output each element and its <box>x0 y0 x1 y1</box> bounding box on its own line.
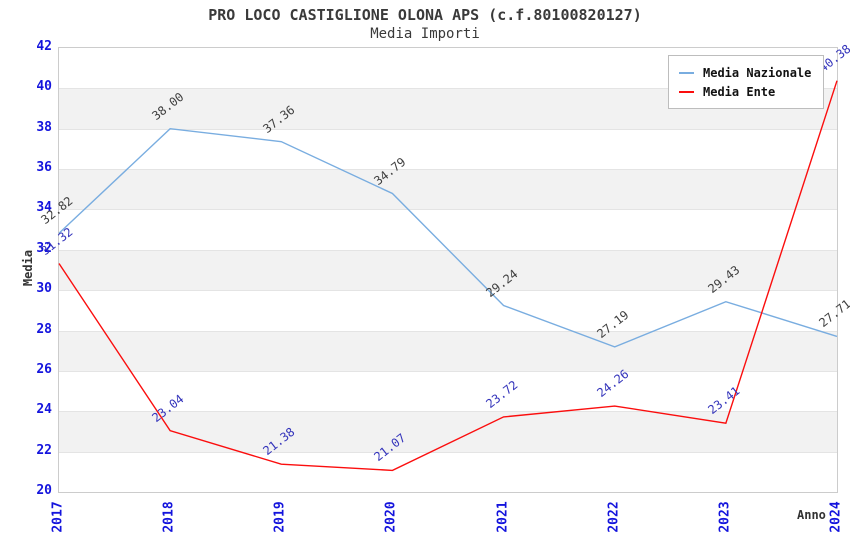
line-media-nazionale <box>58 127 838 348</box>
gridline <box>59 290 837 292</box>
plot-band <box>59 128 837 170</box>
x-tick-label: 2019 <box>272 501 288 533</box>
y-tick-label: 34 <box>36 200 52 216</box>
plot-area: 32.82 38.00 37.36 34.79 29.24 27.19 29.43 27.71… <box>38 41 850 493</box>
y-tick-label: 26 <box>36 361 52 377</box>
gridline <box>59 209 837 211</box>
x-axis-title: Anno <box>797 508 826 522</box>
chart-subtitle: Media Importi <box>370 26 480 42</box>
y-tick-label: 30 <box>36 281 52 297</box>
gridline <box>59 411 837 413</box>
y-tick-label: 20 <box>36 483 52 498</box>
x-tick-label: 2024 <box>828 501 844 533</box>
y-tick-label: 38 <box>36 119 52 135</box>
y-axis-title: Media <box>21 249 35 287</box>
gridline <box>59 88 837 90</box>
y-tick-label: 36 <box>36 160 52 176</box>
gridline <box>59 370 837 372</box>
plot-band <box>59 290 837 331</box>
y-tick-label: 22 <box>36 442 52 458</box>
legend-label-ente: Media Ente <box>703 84 776 99</box>
gridline <box>59 128 837 130</box>
legend-item-media-ente: Media Ente <box>679 82 811 101</box>
x-tick-label: 2018 <box>161 501 177 533</box>
legend-swatch-nazionale-icon <box>679 71 694 74</box>
x-tick-label: 2017 <box>50 501 66 533</box>
plot-band <box>59 249 837 291</box>
plot-band <box>59 330 837 371</box>
y-tick-label: 24 <box>36 402 52 418</box>
plot-band <box>59 411 837 452</box>
chart-title: PRO LOCO CASTIGLIONE OLONA APS (c.f.8010… <box>208 6 642 24</box>
x-tick-label: 2023 <box>717 501 733 533</box>
gridline <box>59 169 837 171</box>
legend-swatch-ente-icon <box>679 90 694 93</box>
y-tick-label: 28 <box>36 321 52 337</box>
y-tick-label: 42 <box>36 39 52 54</box>
y-tick-label: 40 <box>36 79 52 95</box>
plot-band <box>59 370 837 412</box>
plot-band <box>59 451 837 492</box>
legend-item-media-nazionale: Media Nazionale <box>679 63 811 82</box>
legend-label-nazionale: Media Nazionale <box>703 65 812 80</box>
x-tick-label: 2020 <box>383 501 399 533</box>
line-media-ente <box>58 80 838 472</box>
x-tick-label: 2022 <box>606 501 622 533</box>
plot-band <box>59 209 837 250</box>
gridline <box>59 451 837 453</box>
chart-lines <box>58 80 838 472</box>
y-tick-label: 32 <box>36 240 52 256</box>
gridline <box>59 330 837 332</box>
plot-band <box>59 169 837 210</box>
legend: Media Nazionale Media Ente <box>668 55 825 109</box>
x-tick-label: 2021 <box>495 501 511 533</box>
